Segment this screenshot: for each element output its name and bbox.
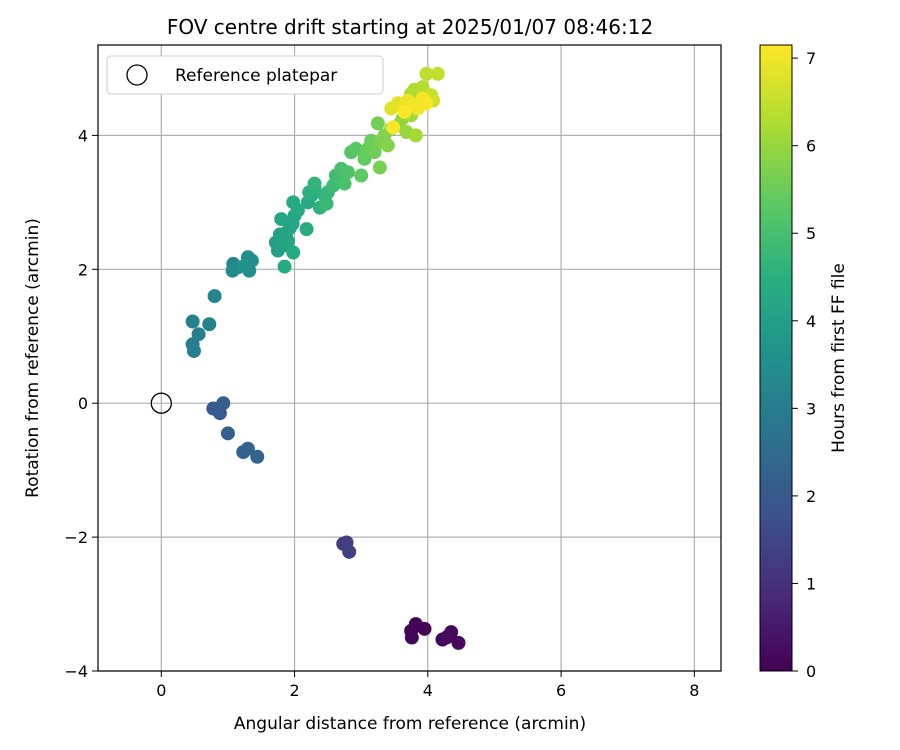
y-axis-ticks: −4 −2 0 2 4 [64, 126, 98, 681]
data-point [319, 196, 334, 211]
data-point [380, 138, 395, 153]
colorbar-tick-label: 5 [806, 224, 816, 243]
chart-title: FOV centre drift starting at 2025/01/07 … [167, 15, 653, 39]
data-point [220, 426, 235, 441]
y-tick-label: −2 [64, 528, 88, 547]
data-point [340, 165, 355, 180]
colorbar: 0 1 2 3 4 5 6 7 Hours from first FF file [759, 44, 849, 681]
data-point [274, 212, 289, 227]
data-point [430, 66, 445, 81]
y-tick-label: 0 [78, 394, 88, 413]
plot-frame [97, 44, 722, 672]
legend: Reference platepar [106, 55, 384, 95]
data-point [191, 327, 206, 342]
data-point [337, 176, 352, 191]
data-point [299, 222, 314, 237]
x-axis-label: Angular distance from reference (arcmin) [234, 714, 586, 734]
x-tick-label: 6 [556, 681, 566, 700]
legend-box [106, 55, 384, 95]
data-point [286, 195, 301, 210]
data-points [185, 66, 466, 650]
colorbar-tick-label: 0 [806, 662, 816, 681]
colorbar-label: Hours from first FF file [829, 263, 849, 453]
data-point [207, 289, 222, 304]
data-point [237, 258, 252, 273]
x-tick-label: 2 [289, 681, 299, 700]
colorbar-gradient [759, 44, 793, 672]
data-point [372, 160, 387, 175]
data-point [404, 630, 419, 645]
y-tick-label: 2 [78, 260, 88, 279]
grid-lines [98, 45, 721, 672]
data-point [354, 168, 369, 183]
legend-label-reference: Reference platepar [175, 66, 337, 86]
colorbar-tick-label: 6 [806, 137, 816, 156]
data-point [240, 441, 255, 456]
data-point [307, 176, 322, 191]
data-point [342, 544, 357, 559]
data-point [370, 116, 385, 131]
data-point [419, 66, 434, 81]
data-point [202, 317, 217, 332]
colorbar-tick-label: 1 [806, 574, 816, 593]
data-point [277, 259, 292, 274]
data-point [397, 104, 412, 119]
reference-platepar-marker [150, 392, 172, 414]
colorbar-ticks: 0 1 2 3 4 5 6 7 [792, 49, 816, 681]
data-point [280, 234, 295, 249]
data-point [286, 245, 301, 260]
x-axis-ticks: 0 2 4 6 8 [156, 671, 699, 700]
x-tick-label: 0 [156, 681, 166, 700]
colorbar-tick-label: 4 [806, 312, 816, 331]
x-tick-label: 4 [423, 681, 433, 700]
x-tick-label: 8 [689, 681, 699, 700]
data-point [216, 396, 231, 411]
data-point [367, 145, 382, 160]
data-point [186, 343, 201, 358]
data-point [417, 621, 432, 636]
y-tick-label: −4 [64, 662, 88, 681]
colorbar-tick-label: 2 [806, 487, 816, 506]
data-point [348, 141, 363, 156]
data-point [250, 449, 265, 464]
data-point [185, 314, 200, 329]
data-point [451, 635, 466, 650]
data-point [439, 630, 454, 645]
y-axis-label: Rotation from reference (arcmin) [23, 218, 43, 498]
data-point [386, 120, 401, 135]
colorbar-tick-label: 7 [806, 49, 816, 68]
y-tick-label: 4 [78, 126, 88, 145]
colorbar-tick-label: 3 [806, 399, 816, 418]
data-point [419, 96, 434, 111]
legend-reference-marker [126, 64, 148, 86]
data-point [408, 128, 423, 143]
